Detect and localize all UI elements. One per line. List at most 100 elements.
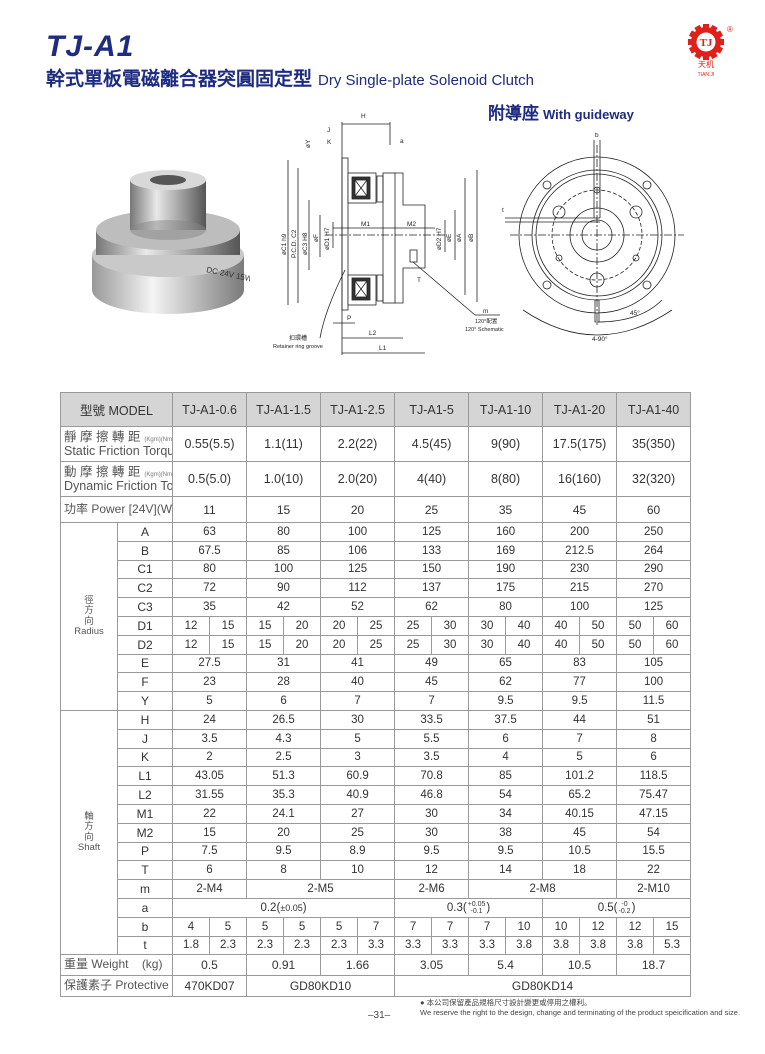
table-cell: 105 <box>616 653 692 674</box>
label-C3: øC3 H8 <box>302 232 309 255</box>
table-cell: 44 <box>542 709 618 730</box>
table-cell: 7 <box>468 916 507 937</box>
table-cell: 160 <box>468 522 544 542</box>
dim-row-B: B 67.5 85 106 133 169 212.5 264 <box>61 540 692 561</box>
table-cell: 60 <box>653 634 692 655</box>
table-cell: 90 <box>246 578 322 599</box>
table-cell: 270 <box>616 578 692 599</box>
table-cell: 70.8 <box>394 766 470 787</box>
table-cell: 3.3 <box>468 935 507 956</box>
table-cell: 5 <box>320 728 396 749</box>
dim-row-C1: C1 80 100 125 150 190 230 290 <box>61 559 692 580</box>
table-cell: 62 <box>468 672 544 693</box>
dim-key: H <box>117 709 173 730</box>
dim-key: E <box>117 653 173 674</box>
dynamic-torque-row: 動 摩 擦 轉 距(Kgm)(Nm)Dynamic Friction Torqu… <box>60 461 692 497</box>
dim-key: J <box>117 728 173 749</box>
dim-row-Y: Y 5 6 7 7 9.5 9.5 11.5 <box>61 691 692 711</box>
table-cell: 12 <box>172 615 210 636</box>
table-cell: 2-M5 <box>246 879 396 899</box>
group-cn: 徑方向 <box>84 594 94 627</box>
table-cell: 20 <box>320 634 359 655</box>
label-D1: øD1 H7 <box>324 227 331 250</box>
label-Y: øY <box>305 139 312 148</box>
dynamic-label: 動 摩 擦 轉 距(Kgm)(Nm)Dynamic Friction Torqu… <box>60 461 173 497</box>
table-cell: 7.5 <box>171 841 248 862</box>
table-cell: 0.3(+0.05 -0.1) <box>394 897 544 918</box>
dim-row-K: K 2 2.5 3 3.5 4 5 6 <box>61 747 692 768</box>
table-cell: 40 <box>320 672 396 693</box>
table-cell: 137 <box>394 578 470 599</box>
table-cell: 2-M8 <box>468 879 618 899</box>
tol-lower: -0.1 <box>470 907 483 915</box>
band-label: 保護素子 Protective band <box>60 975 173 998</box>
label-F: øF <box>313 234 320 242</box>
table-cell: 25 <box>357 615 396 636</box>
table-cell: 40.9 <box>320 785 396 805</box>
table-cell: 67.5 <box>171 540 248 561</box>
table-cell: 3.8 <box>579 935 618 956</box>
dim-key: C1 <box>117 559 173 580</box>
table-cell: 2.3 <box>320 935 359 956</box>
table-cell: 47.15 <box>616 803 692 824</box>
spec-table: 型號 MODEL TJ-A1-0.6 TJ-A1-1.5 TJ-A1-2.5 TJ-A… <box>60 392 692 998</box>
table-cell: 45 <box>542 496 618 523</box>
table-cell: 169 <box>468 540 544 561</box>
table-cell: 6 <box>468 728 544 749</box>
table-cell: 15 <box>208 615 248 636</box>
table-cell: 30 <box>431 634 470 655</box>
table-cell: 49 <box>394 653 470 674</box>
product-photo: DC 24V 15W <box>92 170 250 314</box>
table-cell: 5 <box>171 691 248 711</box>
table-cell: 215 <box>542 578 618 599</box>
product-title: TJ-A1 <box>46 30 135 63</box>
table-cell: 5 <box>542 747 618 768</box>
subtitle-en: Dry Single-plate Solenoid Clutch <box>318 72 534 89</box>
dim-row-L2: L2 31.55 35.3 40.9 46.8 54 65.2 75.47 <box>61 785 692 805</box>
table-cell: 27 <box>320 803 396 824</box>
dim-row-b: b 4 5 5 5 5 7 7 7 7 10 10 12 12 15 <box>61 916 692 937</box>
table-cell: 1.8 <box>172 935 210 956</box>
subtitle-cn: 幹式單板電磁離合器突圓固定型 <box>46 68 313 90</box>
label-H: H <box>361 113 366 120</box>
table-cell: 100 <box>246 559 322 580</box>
table-cell: GD80KD14 <box>394 975 692 998</box>
table-cell: 30 <box>320 709 396 730</box>
product-subtitle: 幹式單板電磁離合器突圓固定型 Dry Single-plate Solenoid … <box>46 64 534 91</box>
group-shaft: 軸方向 Shaft <box>60 709 118 956</box>
table-cell: 12 <box>394 860 470 881</box>
table-cell: 8 <box>616 728 692 749</box>
table-cell: 25 <box>357 634 396 655</box>
dim-row-J: J 3.5 4.3 5 5.5 6 7 8 <box>61 728 692 749</box>
value: 0.5( <box>597 901 618 914</box>
table-cell: 7 <box>542 728 618 749</box>
tolerance: -0 -0.2 <box>619 901 631 915</box>
table-cell: 3.8 <box>505 935 544 956</box>
table-cell: 72 <box>171 578 248 599</box>
table-cell: 42 <box>246 597 322 617</box>
table-cell: 0.5(-0 -0.2) <box>542 897 692 918</box>
table-cell: 15.5 <box>616 841 692 862</box>
model-TJ-A1-2.5: TJ-A1-2.5 <box>320 392 396 427</box>
table-cell: 54 <box>468 785 544 805</box>
table-cell: 85 <box>246 540 322 561</box>
table-cell: 3.3 <box>431 935 470 956</box>
table-cell: 85 <box>468 766 544 787</box>
table-cell: 20 <box>246 822 322 843</box>
table-cell: 0.5(5.0) <box>171 461 248 497</box>
table-cell: 22 <box>171 803 248 824</box>
weight-label: 重量 Weight (kg) <box>60 954 173 977</box>
table-cell: 7 <box>320 691 396 711</box>
table-cell: 9.5 <box>468 691 544 711</box>
label-retainer-en: Retainer ring groove <box>273 344 323 350</box>
table-cell: 3 <box>320 747 396 768</box>
label-P: P <box>347 315 351 322</box>
label-K: K <box>327 139 332 146</box>
table-cell: 50 <box>579 615 618 636</box>
table-cell: 0.5 <box>171 954 248 977</box>
static-label: 靜 摩 擦 轉 距 (Kgm)(Nm) Static Friction Torque <box>60 426 173 462</box>
table-cell: 9(90) <box>468 426 544 462</box>
label-b: b <box>595 132 599 139</box>
unit: (Kgm)(Nm) <box>144 436 173 443</box>
table-cell: 4(40) <box>394 461 470 497</box>
